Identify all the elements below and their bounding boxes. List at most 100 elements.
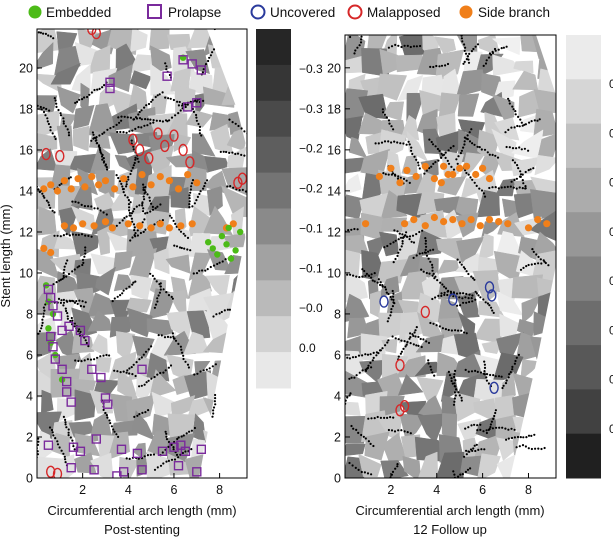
strut-dot — [480, 189, 484, 192]
strut-dot — [73, 325, 76, 328]
contour-cell — [533, 108, 556, 139]
strut-dot — [519, 170, 522, 173]
y-tick-label: 2 — [26, 430, 33, 444]
strut-dot — [508, 99, 511, 102]
strut-dot — [88, 93, 91, 96]
malapposed-marker — [134, 143, 145, 157]
strut-dot — [43, 309, 46, 312]
strut-dot — [503, 186, 506, 189]
contour-cell — [125, 297, 152, 313]
strut-dot — [414, 329, 417, 332]
strut-dot — [231, 121, 234, 124]
strut-dot — [115, 433, 118, 436]
strut-dot — [33, 462, 35, 464]
strut-dot — [142, 353, 145, 356]
strut-dot — [497, 48, 500, 51]
strut-dot — [126, 116, 129, 119]
colorbar-band — [256, 280, 291, 317]
strut-dot — [463, 331, 466, 334]
strut-dot — [397, 338, 400, 341]
prolapse-marker — [48, 342, 58, 352]
strut-dot — [206, 179, 209, 182]
prolapse-marker — [157, 446, 168, 456]
strut-dot — [229, 185, 232, 188]
strut-dot — [234, 122, 237, 125]
contour-cell — [183, 331, 210, 355]
strut-dot — [342, 406, 344, 408]
strut-dot — [159, 464, 163, 467]
strut-dot — [159, 371, 162, 375]
strut-dot — [59, 301, 63, 304]
strut-dot — [513, 161, 517, 164]
strut-dot — [172, 219, 175, 222]
strut-dot — [387, 46, 390, 49]
strut-dot — [128, 367, 131, 370]
contour-cell — [534, 154, 556, 176]
contour-cell — [418, 451, 439, 478]
strut-dot — [134, 374, 137, 378]
y-tick-label: 2 — [334, 430, 341, 444]
strut-dot — [352, 274, 355, 277]
strut-dot — [364, 437, 367, 440]
x-axis-label-post-stenting: Circumferential arch length (mm) — [47, 503, 236, 518]
strut-dot — [483, 448, 486, 451]
strut-dot — [373, 417, 376, 420]
strut-dot — [393, 430, 397, 433]
strut-dot — [63, 268, 66, 271]
strut-dot — [390, 45, 394, 48]
contour-cell — [530, 189, 556, 221]
strut-dot — [391, 335, 394, 338]
strut-dot — [462, 292, 465, 295]
strut-dot — [507, 437, 510, 440]
strut-dot — [164, 62, 167, 65]
strut-dot — [66, 312, 69, 315]
strut-dot — [450, 482, 452, 484]
strut-dot — [104, 411, 107, 415]
strut-dot — [415, 254, 418, 257]
strut-dot — [451, 382, 454, 385]
strut-dot — [156, 466, 159, 469]
strut-dot — [538, 118, 541, 121]
prolapse-marker — [80, 335, 90, 346]
strut-dot — [464, 296, 467, 299]
strut-dot — [161, 120, 164, 123]
strut-dot — [51, 132, 54, 135]
contour-cell — [529, 210, 556, 241]
strut-dot — [383, 416, 386, 419]
strut-dot — [519, 268, 523, 271]
strut-dot — [130, 212, 133, 215]
strut-dot — [130, 366, 133, 369]
strut-dot — [440, 156, 443, 159]
strut-dot — [86, 358, 89, 361]
strut-dot — [482, 192, 485, 195]
strut-dot — [186, 103, 189, 106]
strut-dot — [158, 283, 161, 286]
strut-dot — [62, 301, 66, 304]
strut-dot — [490, 306, 493, 309]
strut-dot — [67, 177, 70, 180]
strut-dot — [105, 213, 108, 216]
strut-dot — [248, 191, 250, 193]
strut-dot — [144, 186, 147, 189]
strut-dot — [193, 373, 196, 376]
strut-dot — [122, 131, 125, 134]
strut-dot — [184, 360, 187, 363]
strut-dot — [384, 288, 388, 291]
strut-dot — [185, 432, 188, 435]
strut-dot — [112, 125, 115, 128]
strut-dot — [190, 185, 193, 188]
strut-dot — [127, 175, 130, 179]
strut-dot — [510, 126, 513, 129]
prolapse-marker — [169, 442, 179, 452]
side-branch-marker — [476, 222, 484, 230]
strut-dot — [532, 167, 535, 170]
strut-dot — [454, 394, 457, 397]
strut-dot — [440, 152, 443, 155]
strut-dot — [456, 162, 459, 165]
strut-dot — [543, 446, 546, 450]
strut-dot — [86, 95, 89, 99]
strut-dot — [477, 448, 480, 451]
strut-dot — [56, 234, 59, 237]
strut-dot — [59, 114, 63, 117]
strut-dot — [165, 291, 168, 294]
